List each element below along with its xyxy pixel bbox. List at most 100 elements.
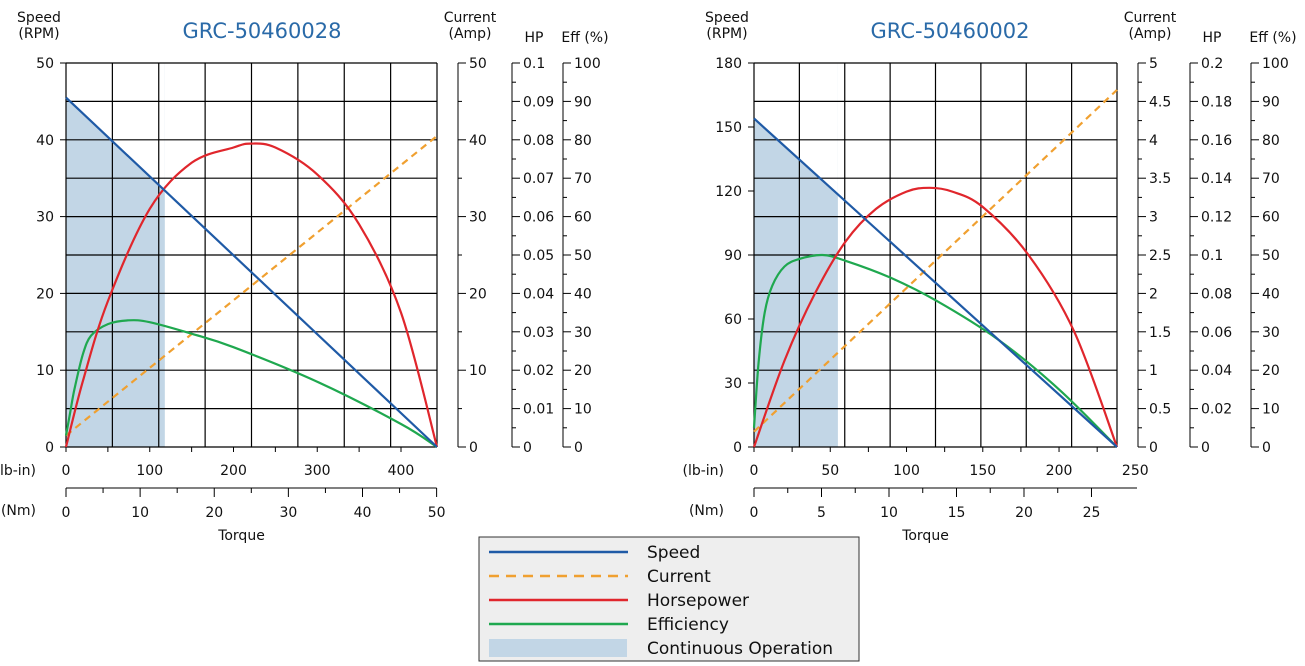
legend-label-efficiency: Efficiency	[647, 615, 729, 635]
lbin-tick-label: 100	[893, 463, 920, 479]
hp-axis-label: HP	[525, 30, 544, 46]
current-tick-label: 0	[1149, 440, 1158, 456]
nm-tick-label: 30	[279, 505, 297, 521]
nm-tick-label: 0	[62, 505, 71, 521]
lbin-tick-label: 0	[62, 463, 71, 479]
efficiency-tick-label: 20	[1262, 363, 1280, 379]
hp-tick-label: 0.02	[523, 363, 554, 379]
efficiency-tick-label: 80	[574, 133, 592, 149]
nm-tick-label: 5	[817, 505, 826, 521]
speed-tick-label: 50	[36, 56, 54, 72]
efficiency-tick-label: 20	[574, 363, 592, 379]
legend-label-horsepower: Horsepower	[647, 591, 749, 611]
speed-axis-label: Speed	[17, 10, 61, 26]
current-tick-label: 10	[469, 363, 487, 379]
lbin-axis-unit: (lb-in)	[0, 463, 36, 479]
chart-title: GRC-50460028	[183, 19, 342, 43]
efficiency-tick-label: 90	[574, 94, 592, 110]
nm-tick-label: 10	[131, 505, 149, 521]
hp-tick-label: 0	[1201, 440, 1210, 456]
efficiency-tick-label: 10	[574, 402, 592, 418]
series-speed-line	[65, 96, 438, 448]
lbin-tick-label: 300	[304, 463, 331, 479]
x-axis-title: Torque	[901, 528, 949, 544]
efficiency-axis-label: Eff (%)	[561, 30, 608, 46]
nm-tick-label: 0	[750, 505, 759, 521]
nm-tick-label: 50	[428, 505, 446, 521]
hp-tick-label: 0.08	[1201, 286, 1232, 302]
hp-tick-label: 0.03	[523, 325, 554, 341]
hp-tick-label: 0.04	[523, 286, 554, 302]
current-tick-label: 0.5	[1149, 402, 1171, 418]
series-current-line	[65, 135, 438, 437]
hp-tick-label: 0.06	[1201, 325, 1232, 341]
lbin-tick-label: 200	[1046, 463, 1073, 479]
nm-tick-label: 15	[948, 505, 966, 521]
hp-tick-label: 0.08	[523, 133, 554, 149]
efficiency-tick-label: 100	[1262, 56, 1289, 72]
speed-axis-unit: (RPM)	[706, 26, 747, 42]
speed-tick-label: 20	[36, 286, 54, 302]
current-tick-label: 3	[1149, 210, 1158, 226]
x-axis-title: Torque	[217, 528, 265, 544]
nm-axis-unit: (Nm)	[1, 503, 36, 519]
current-axis-unit: (Amp)	[1128, 26, 1171, 42]
current-tick-label: 1	[1149, 363, 1158, 379]
current-axis-unit: (Amp)	[448, 26, 491, 42]
efficiency-tick-label: 0	[574, 440, 583, 456]
current-axis-label: Current	[1124, 10, 1177, 26]
lbin-tick-label: 150	[969, 463, 996, 479]
series-horsepower-line	[752, 186, 1119, 448]
hp-tick-label: 0.16	[1201, 133, 1232, 149]
lbin-tick-label: 400	[388, 463, 415, 479]
series-horsepower-line	[64, 142, 439, 448]
lbin-tick-label: 100	[136, 463, 163, 479]
current-tick-label: 4	[1149, 133, 1158, 149]
current-tick-label: 20	[469, 286, 487, 302]
current-axis-label: Current	[444, 10, 497, 26]
hp-tick-label: 0.2	[1201, 56, 1223, 72]
hp-tick-label: 0.09	[523, 94, 554, 110]
efficiency-tick-label: 40	[574, 286, 592, 302]
speed-tick-label: 40	[36, 133, 54, 149]
current-tick-label: 1.5	[1149, 325, 1171, 341]
lbin-tick-label: 0	[750, 463, 759, 479]
legend-swatch-continuous	[489, 639, 627, 657]
efficiency-tick-label: 60	[1262, 210, 1280, 226]
efficiency-tick-label: 30	[1262, 325, 1280, 341]
hp-tick-label: 0.01	[523, 402, 554, 418]
efficiency-tick-label: 40	[1262, 286, 1280, 302]
current-tick-label: 0	[469, 440, 478, 456]
continuous-area-mask	[66, 63, 165, 191]
legend-label-continuous: Continuous Operation	[647, 639, 833, 659]
efficiency-tick-label: 90	[1262, 94, 1280, 110]
lbin-axis-unit: (lb-in)	[682, 463, 724, 479]
lbin-tick-label: 200	[220, 463, 247, 479]
speed-tick-label: 60	[724, 312, 742, 328]
current-tick-label: 50	[469, 56, 487, 72]
legend: Speed Current Horsepower Efficiency Continuo…	[489, 543, 833, 659]
efficiency-tick-label: 50	[1262, 248, 1280, 264]
series-efficiency-line	[64, 319, 438, 448]
efficiency-tick-label: 70	[1262, 171, 1280, 187]
speed-tick-label: 10	[36, 363, 54, 379]
hp-tick-label: 0.1	[523, 56, 545, 72]
current-tick-label: 2	[1149, 286, 1158, 302]
speed-axis-label: Speed	[705, 10, 749, 26]
legend-label-current: Current	[647, 567, 711, 587]
speed-tick-label: 0	[45, 440, 54, 456]
efficiency-tick-label: 0	[1262, 440, 1271, 456]
nm-tick-label: 20	[1015, 505, 1033, 521]
speed-tick-label: 150	[715, 120, 742, 136]
efficiency-tick-label: 80	[1262, 133, 1280, 149]
efficiency-tick-label: 50	[574, 248, 592, 264]
legend-label-speed: Speed	[647, 543, 700, 563]
current-tick-label: 40	[469, 133, 487, 149]
continuous-area-mask	[754, 63, 838, 195]
current-tick-label: 3.5	[1149, 171, 1171, 187]
hp-axis-label: HP	[1203, 30, 1222, 46]
hp-tick-label: 0.02	[1201, 402, 1232, 418]
hp-tick-label: 0.1	[1201, 248, 1223, 264]
speed-axis-unit: (RPM)	[18, 26, 59, 42]
nm-tick-label: 25	[1083, 505, 1101, 521]
